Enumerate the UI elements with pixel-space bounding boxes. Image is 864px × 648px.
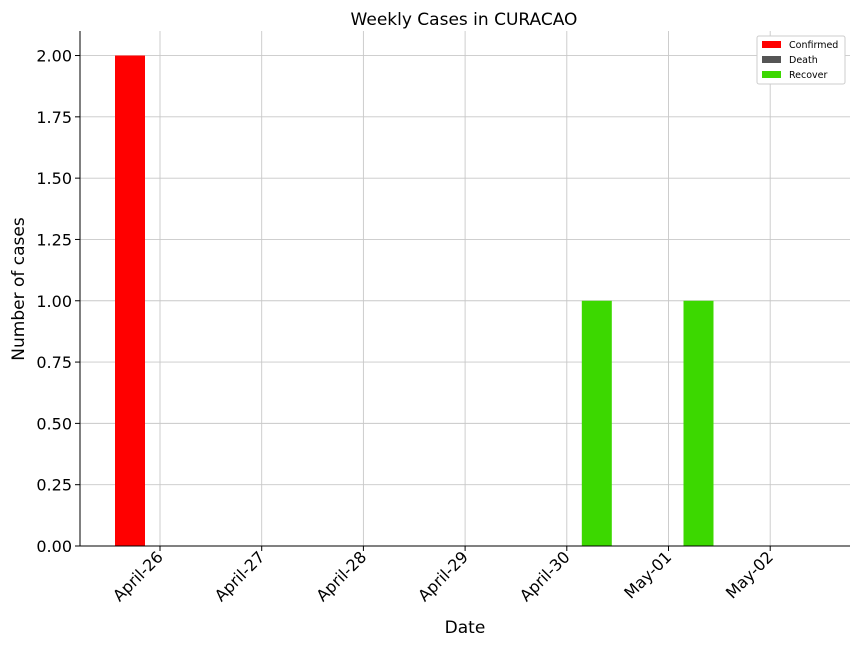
x-tick-label: April-29	[414, 547, 472, 605]
chart-title: Weekly Cases in CURACAO	[351, 10, 578, 30]
legend-label-recover: Recover	[789, 70, 828, 81]
y-tick-label: 0.25	[36, 476, 72, 495]
x-tick-label: April-30	[516, 547, 574, 605]
x-tick-label: April-28	[312, 547, 370, 605]
legend-label-death: Death	[789, 55, 818, 66]
x-tick-label: May-02	[722, 547, 777, 602]
legend-swatch-confirmed	[762, 41, 781, 48]
x-tick-label: April-27	[211, 547, 269, 605]
bar-recover-april-30	[581, 300, 612, 546]
y-tick-label: 0.50	[36, 414, 72, 433]
y-axis-label: Number of cases	[9, 217, 29, 361]
x-axis-ticks: April-26 April-27 April-28 April-29 April-30…	[109, 546, 777, 605]
x-tick-label: April-26	[109, 547, 167, 605]
y-tick-label: 1.75	[36, 108, 72, 127]
y-tick-label: 0.75	[36, 353, 72, 372]
bar-recover-may-01	[683, 300, 714, 546]
y-tick-label: 1.25	[36, 230, 72, 249]
legend-swatch-death	[762, 56, 781, 63]
bar-confirmed-april-26	[115, 55, 145, 547]
y-tick-label: 2.00	[36, 47, 72, 66]
legend-swatch-recover	[762, 71, 781, 78]
y-tick-label: 1.50	[36, 169, 72, 188]
grid-lines	[80, 31, 850, 546]
bars	[115, 55, 714, 547]
legend-label-confirmed: Confirmed	[789, 40, 838, 51]
y-axis-ticks: 0.00 0.25 0.50 0.75 1.00 1.25 1.50 1.75 2.00	[36, 47, 80, 556]
y-tick-label: 0.00	[36, 537, 72, 556]
y-tick-label: 1.00	[36, 292, 72, 311]
x-axis-label: Date	[445, 618, 486, 638]
x-tick-label: May-01	[620, 547, 675, 602]
legend: Confirmed Death Recover	[756, 35, 846, 85]
